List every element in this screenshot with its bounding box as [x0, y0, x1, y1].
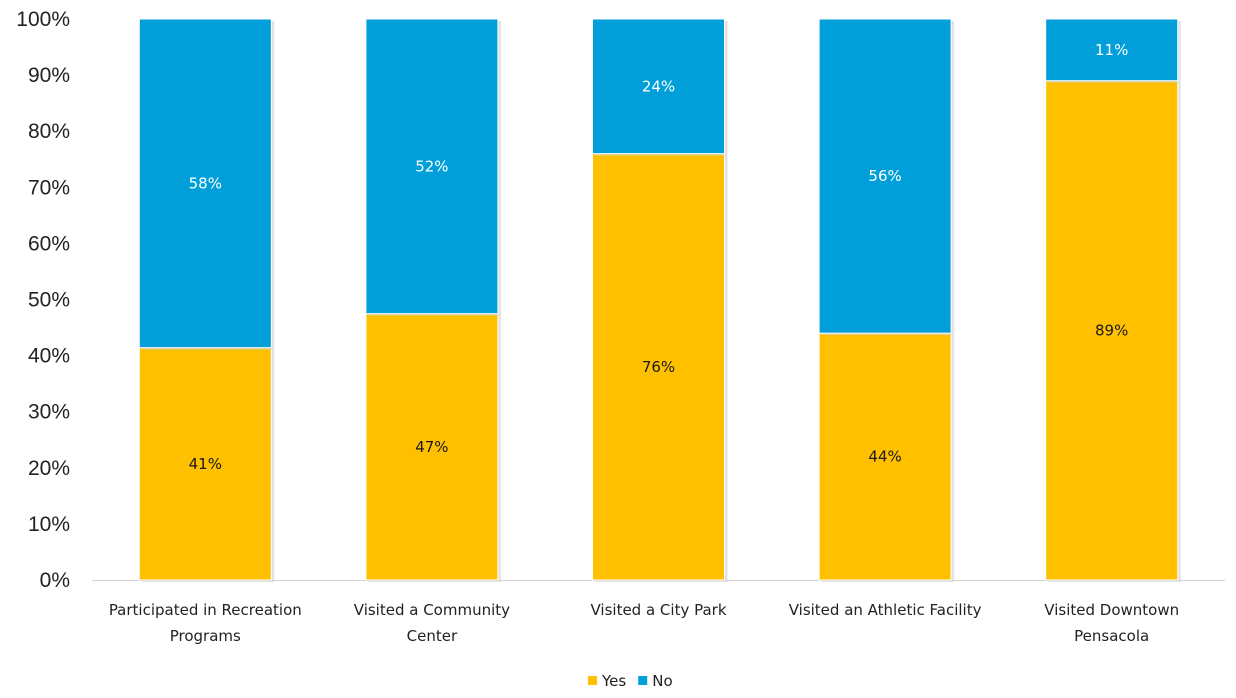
bar-segment-yes — [365, 313, 499, 581]
bar-stack: 47% 52% — [365, 18, 501, 582]
bar-segment-yes — [1045, 80, 1179, 581]
x-category-label: Programs — [170, 627, 241, 645]
bar-stack: 44% 56% — [818, 18, 955, 582]
y-axis: 0% 10% 20% 30% 40% 50% 60% 70% 80% 90% 100% — [16, 8, 70, 592]
bar-segment-no — [138, 18, 272, 349]
data-label: 44% — [868, 448, 901, 466]
x-category-label: Visited a Community — [354, 601, 510, 619]
bar-stack: 89% 11% — [1045, 18, 1181, 583]
y-tick-label: 100% — [16, 8, 70, 31]
bar-segment-no — [1045, 18, 1179, 82]
x-category-label: Center — [407, 627, 458, 645]
data-label: 56% — [868, 167, 901, 185]
y-tick-label: 20% — [28, 457, 70, 480]
x-category-label: Visited Downtown — [1044, 601, 1179, 619]
x-category-label: Visited an Athletic Facility — [789, 601, 982, 619]
bar-segment-yes — [592, 153, 725, 581]
data-label: 89% — [1095, 321, 1128, 339]
x-category-label: Visited a City Park — [590, 601, 726, 619]
y-tick-label: 50% — [28, 289, 70, 312]
data-label: 11% — [1095, 41, 1128, 59]
x-axis: Participated in Recreation Programs Visite… — [92, 580, 1225, 645]
bar-segment-yes — [138, 347, 272, 581]
data-label: 76% — [642, 358, 675, 376]
data-label: 24% — [642, 77, 675, 95]
y-tick-label: 30% — [28, 401, 70, 424]
y-tick-label: 0% — [40, 569, 70, 592]
legend-label: Yes — [601, 672, 626, 690]
data-label: 47% — [415, 438, 448, 456]
bar-stack: 76% 24% — [592, 18, 728, 582]
bar-segment-no — [592, 18, 725, 155]
data-label: 58% — [189, 174, 222, 192]
y-tick-label: 70% — [28, 176, 70, 199]
data-label: 41% — [189, 455, 222, 473]
legend-swatch-no — [638, 676, 648, 685]
legend-label: No — [652, 672, 672, 690]
bar-segment-no — [365, 18, 499, 315]
data-label: 52% — [415, 157, 448, 175]
legend-swatch-yes — [588, 676, 597, 685]
y-tick-label: 80% — [28, 120, 70, 143]
x-category-label: Pensacola — [1074, 627, 1149, 645]
y-tick-label: 90% — [28, 64, 70, 87]
y-tick-label: 60% — [28, 232, 70, 255]
y-tick-label: 40% — [28, 345, 70, 368]
legend: Yes No — [588, 672, 673, 690]
bar-segment-no — [818, 18, 952, 334]
bar-stack: 41% 58% — [138, 18, 275, 582]
bars-group: 41% 58% 47% 52% 76% 24% 44% 56% 89% 11% — [138, 18, 1181, 583]
y-tick-label: 10% — [28, 513, 70, 536]
bar-segment-yes — [818, 332, 952, 581]
x-category-label: Participated in Recreation — [109, 601, 302, 619]
